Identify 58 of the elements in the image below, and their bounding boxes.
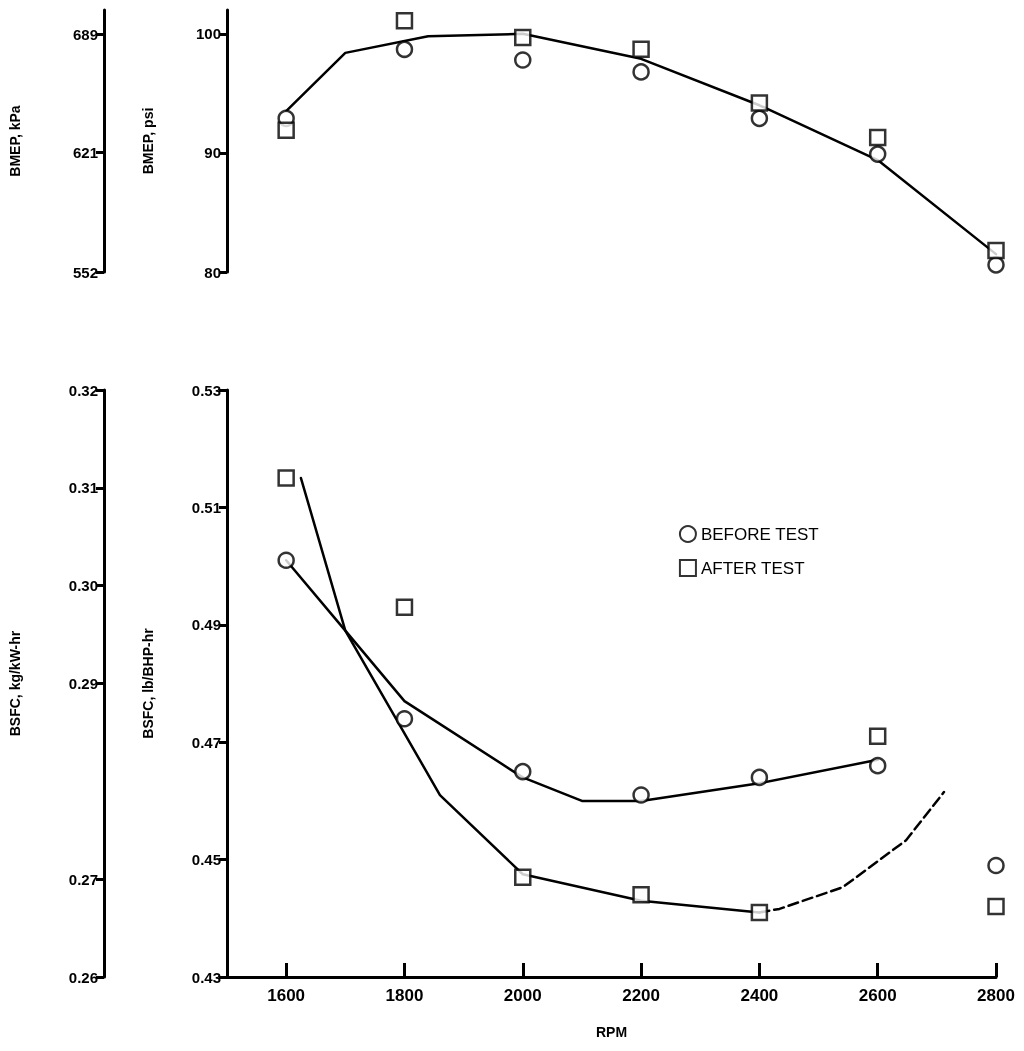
x-tick-label: 1600 [267,986,306,1005]
point [987,897,1005,916]
y-tick-label: 0.43 [191,968,221,986]
point [868,128,887,147]
point [750,94,769,112]
y-tick-label: 80 [204,263,221,281]
point [750,109,769,128]
y2-tick-label: 0.29 [68,675,98,692]
point [868,727,887,746]
y2-tick-label: 0.32 [68,381,98,399]
legend-label: BEFORE TEST [700,524,819,544]
point [750,768,769,787]
point [277,121,295,140]
y2-tick-label: 621 [72,143,98,161]
point [514,762,532,781]
y-tick-label: 0.49 [191,616,221,634]
point [987,856,1005,875]
point [632,63,650,81]
x-tick-label: 2800 [977,986,1015,1005]
y-tick-label: 100 [195,25,221,43]
point [514,868,532,886]
x-tick-label: 2600 [858,986,897,1005]
point [632,886,650,904]
point [277,469,295,487]
y-axis-title: BSFC, lb/BHP-hr [140,627,156,739]
x-tick-label: 2000 [503,986,542,1005]
point [514,51,532,69]
point [868,145,887,163]
y-axis-title: BMEP, psi [140,107,156,175]
point [277,551,295,569]
y-tick-label: 0.51 [191,498,221,516]
point [750,903,769,922]
y2-tick-label: 689 [72,25,98,43]
point [868,756,887,775]
point [395,40,414,59]
x-axis-title: RPM [595,1024,628,1040]
point [987,241,1005,260]
x-tick-label: 2200 [622,986,660,1005]
y2-tick-label: 552 [72,263,98,281]
y-tick-label: 90 [204,144,221,162]
point [395,598,414,616]
y-tick-label: 0.47 [191,733,221,751]
y-tick-label: 0.53 [191,381,221,399]
point [632,786,650,804]
point [632,40,650,59]
point [987,256,1005,274]
y2-tick-label: 0.31 [68,479,98,497]
y2-tick-label: 0.30 [68,577,98,595]
point [514,28,532,47]
legend-label: AFTER TEST [700,558,805,578]
y2-tick-label: 0.26 [68,968,98,986]
y2-axis-title: BMEP, kPa [7,105,23,177]
y2-axis-title: BSFC, kg/kW-hr [7,630,23,737]
x-tick-label: 2400 [740,986,779,1005]
y-tick-label: 0.45 [191,851,221,869]
x-tick-label: 1800 [385,986,424,1005]
point [395,11,414,30]
y2-tick-label: 0.27 [68,870,98,888]
